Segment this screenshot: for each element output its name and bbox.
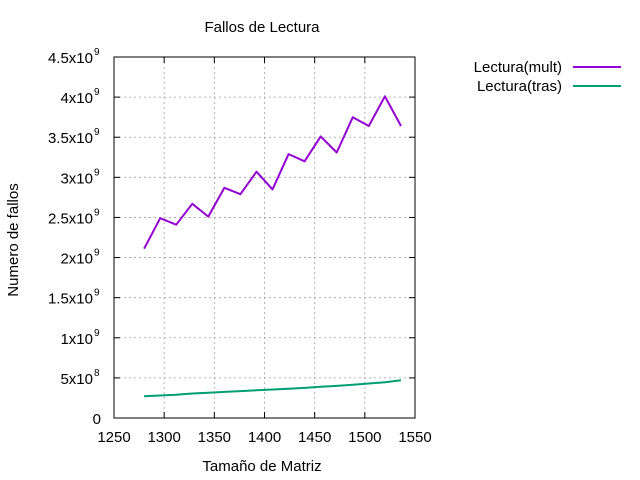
series-lines	[143, 95, 402, 398]
x-tick-label: 1550	[398, 429, 431, 446]
y-tick-exponent: 9	[94, 127, 100, 138]
legend-label-tras: Lectura(tras)	[477, 78, 562, 95]
x-tick-label: 1350	[198, 429, 231, 446]
chart-title: Fallos de Lectura	[204, 19, 320, 36]
x-tick-label: 1500	[348, 429, 381, 446]
x-tick-label: 1250	[97, 429, 130, 446]
x-axis-label: Tamaño de Matriz	[202, 458, 321, 475]
y-tick-label: 3.5x10 9	[48, 127, 100, 147]
y-tick-mantissa: 5x10	[60, 371, 93, 388]
y-axis-label: Numero de fallos	[5, 183, 22, 296]
y-tick-mantissa: 2.5x10	[48, 210, 93, 227]
y-tick-label: 2.5x10 9	[48, 207, 100, 227]
y-tick-exponent: 9	[94, 328, 100, 339]
y-tick-exponent: 9	[94, 87, 100, 98]
y-tick-mantissa: 3.5x10	[48, 130, 93, 147]
x-tick-label: 1450	[298, 429, 331, 446]
y-tick-mantissa: 0	[93, 411, 101, 428]
y-tick-label: 1.5x10 9	[48, 288, 100, 308]
y-tick-exponent: 9	[94, 288, 100, 299]
y-tick-label: 1x10 9	[60, 328, 100, 348]
legend: Lectura(mult) Lectura(tras)	[474, 59, 621, 95]
legend-label-mult: Lectura(mult)	[474, 59, 562, 76]
y-tick-label: 0	[93, 411, 101, 428]
y-tick-label: 3x10 9	[60, 167, 100, 187]
y-tick-mantissa: 4.5x10	[48, 50, 93, 67]
y-tick-mantissa: 1x10	[60, 331, 93, 348]
y-tick-label: 4x10 9	[60, 87, 100, 107]
x-tick-label: 1400	[248, 429, 281, 446]
y-tick-exponent: 8	[94, 368, 100, 379]
y-tick-label: 4.5x10 9	[48, 47, 100, 67]
y-tick-mantissa: 1.5x10	[48, 291, 93, 308]
y-tick-mantissa: 4x10	[60, 90, 93, 107]
y-tick-exponent: 9	[94, 47, 100, 58]
y-tick-mantissa: 2x10	[60, 251, 93, 268]
series-line-tras	[144, 379, 402, 398]
y-tick-exponent: 9	[94, 207, 100, 218]
y-tick-mantissa: 3x10	[60, 170, 93, 187]
y-tick-exponent: 9	[94, 167, 100, 178]
y-tick-label: 5x10 8	[60, 368, 100, 388]
y-tick-exponent: 9	[94, 248, 100, 259]
series-line-mult	[143, 95, 402, 250]
x-tick-label: 1300	[147, 429, 180, 446]
grid	[114, 57, 415, 418]
y-tick-label: 2x10 9	[60, 248, 100, 268]
